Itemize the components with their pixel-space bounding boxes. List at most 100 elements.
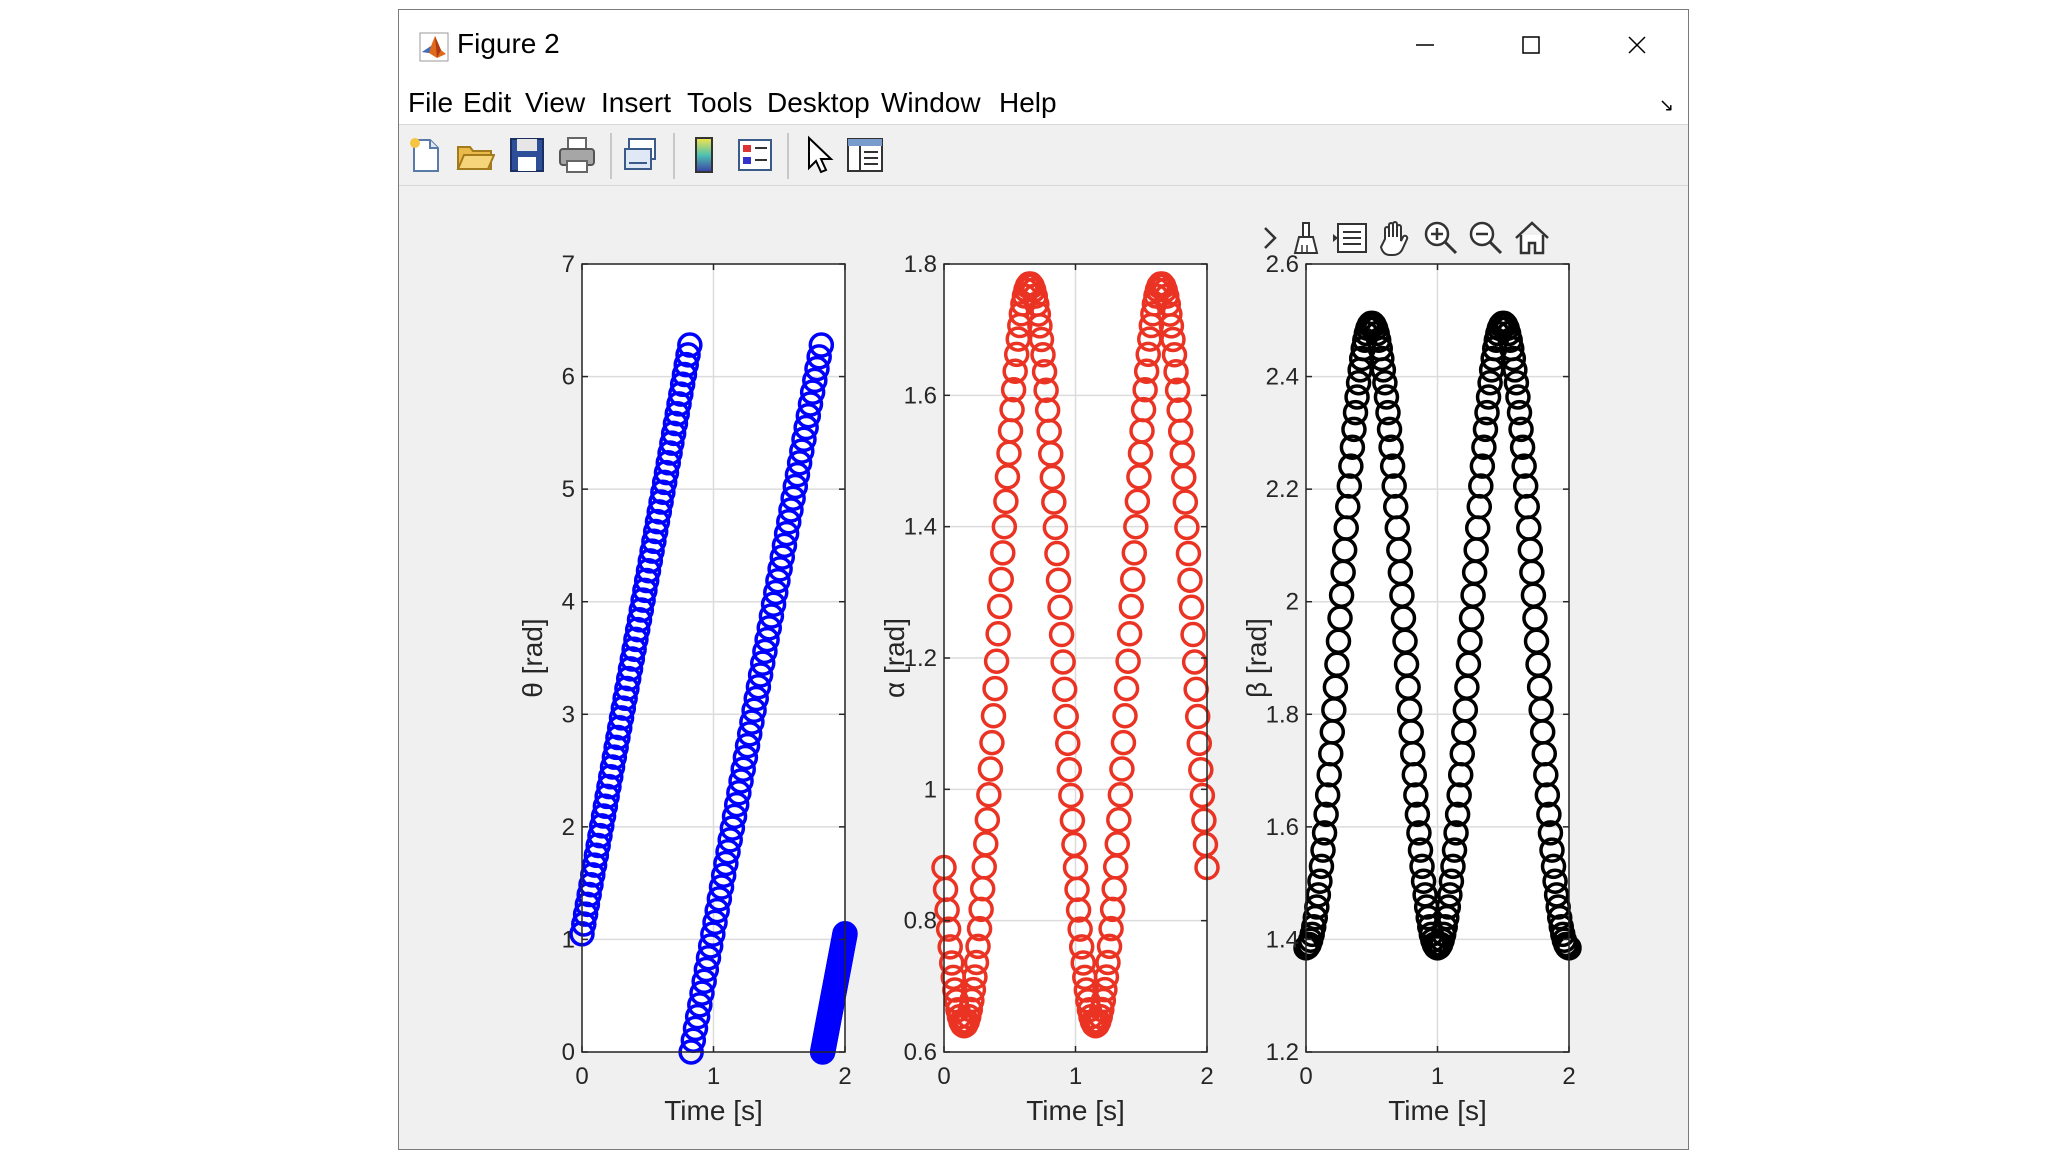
data-marker bbox=[786, 450, 813, 476]
data-marker bbox=[713, 850, 739, 877]
expand-chevron-icon[interactable] bbox=[1251, 219, 1289, 257]
y-tick-label: 1.8 bbox=[1266, 701, 1299, 728]
y-tick-label: 2.6 bbox=[1266, 251, 1299, 278]
data-marker bbox=[1095, 949, 1121, 976]
data-marker bbox=[935, 916, 962, 942]
x-tick-label: 2 bbox=[838, 1063, 851, 1090]
data-marker bbox=[728, 768, 754, 794]
y-tick-label: 0.6 bbox=[904, 1039, 937, 1066]
data-marker bbox=[1133, 358, 1160, 384]
new-figure-icon[interactable] bbox=[405, 135, 445, 175]
data-marker bbox=[1378, 434, 1404, 460]
menu-window[interactable]: Window bbox=[881, 87, 981, 118]
data-marker bbox=[1045, 567, 1072, 593]
pan-hand-icon[interactable] bbox=[1376, 219, 1414, 257]
close-button[interactable] bbox=[1584, 10, 1690, 79]
data-marker bbox=[1160, 326, 1186, 353]
zoom-in-icon[interactable] bbox=[1422, 219, 1460, 257]
open-file-icon[interactable] bbox=[455, 135, 495, 175]
data-marker bbox=[1506, 399, 1533, 426]
data-marker bbox=[1471, 434, 1497, 460]
data-marker bbox=[1500, 345, 1527, 372]
data-marker bbox=[763, 579, 789, 606]
data-marker bbox=[1191, 807, 1217, 834]
data-marker bbox=[1130, 396, 1157, 423]
menu-file[interactable]: File bbox=[408, 87, 454, 118]
x-tick-label: 0 bbox=[1299, 1063, 1312, 1090]
data-tips-icon[interactable] bbox=[1332, 219, 1370, 257]
data-marker bbox=[1508, 416, 1534, 443]
save-icon[interactable] bbox=[507, 135, 547, 175]
data-marker bbox=[1186, 730, 1213, 757]
dock-arrow-icon[interactable]: ↘ bbox=[1658, 95, 1674, 115]
data-marker bbox=[1375, 399, 1401, 426]
data-marker bbox=[1539, 837, 1565, 863]
edit-plot-cursor-icon[interactable] bbox=[799, 135, 839, 175]
data-marker bbox=[808, 332, 835, 358]
data-marker bbox=[1098, 915, 1124, 942]
data-marker bbox=[1469, 453, 1496, 479]
data-marker bbox=[982, 675, 1008, 702]
window-title: Figure 2 bbox=[457, 28, 560, 59]
minimize-button[interactable] bbox=[1372, 10, 1478, 79]
link-plot-icon[interactable] bbox=[621, 135, 661, 175]
zoom-out-icon[interactable] bbox=[1467, 219, 1505, 257]
menu-view[interactable]: View bbox=[525, 87, 586, 118]
data-marker bbox=[1310, 837, 1336, 863]
menu-insert[interactable]: Insert bbox=[601, 87, 672, 118]
data-marker bbox=[736, 721, 763, 747]
data-marker bbox=[689, 980, 715, 1006]
menu-help[interactable]: Help bbox=[999, 87, 1057, 118]
menu-edit[interactable]: Edit bbox=[463, 87, 512, 118]
insert-colorbar-icon[interactable] bbox=[684, 135, 724, 175]
data-marker bbox=[990, 540, 1016, 566]
y-tick-label: 0.8 bbox=[904, 908, 937, 935]
menu-desktop[interactable]: Desktop bbox=[767, 87, 870, 118]
data-marker bbox=[680, 1027, 707, 1053]
data-marker bbox=[702, 909, 728, 936]
data-marker bbox=[1171, 464, 1197, 491]
data-marker bbox=[1537, 820, 1564, 846]
data-marker bbox=[1067, 916, 1093, 942]
data-marker bbox=[797, 391, 824, 417]
home-icon[interactable] bbox=[1513, 219, 1551, 257]
data-marker bbox=[1409, 853, 1435, 880]
data-marker bbox=[1511, 453, 1537, 479]
y-tick-label: 1.4 bbox=[904, 514, 937, 541]
data-marker bbox=[1370, 357, 1397, 383]
x-tick-label: 0 bbox=[575, 1063, 588, 1090]
data-marker bbox=[802, 367, 828, 394]
data-marker bbox=[769, 544, 796, 570]
data-marker bbox=[1124, 488, 1151, 515]
data-marker bbox=[1369, 345, 1395, 372]
menu-tools[interactable]: Tools bbox=[687, 87, 753, 118]
data-marker bbox=[937, 934, 963, 960]
data-marker bbox=[1336, 473, 1363, 499]
maximize-button[interactable] bbox=[1478, 10, 1584, 79]
data-marker bbox=[1441, 837, 1468, 863]
data-marker bbox=[1039, 464, 1066, 491]
toolbar-separator bbox=[787, 133, 789, 179]
brush-icon[interactable] bbox=[1287, 219, 1325, 257]
data-marker bbox=[1373, 384, 1400, 410]
data-marker bbox=[719, 815, 746, 841]
x-tick-label: 1 bbox=[1069, 1063, 1082, 1090]
data-marker bbox=[1181, 649, 1208, 675]
figure-toolbar bbox=[399, 124, 1688, 186]
data-marker bbox=[1158, 313, 1185, 339]
x-axis-label: Time [s] bbox=[664, 1095, 763, 1126]
data-marker bbox=[1068, 934, 1095, 960]
print-icon[interactable] bbox=[557, 135, 597, 175]
property-inspector-icon[interactable] bbox=[845, 135, 885, 175]
data-marker bbox=[1174, 514, 1200, 541]
data-marker bbox=[747, 662, 774, 688]
data-marker bbox=[1123, 513, 1149, 540]
data-marker bbox=[793, 414, 819, 441]
title-bar: Figure 2 bbox=[399, 10, 1688, 79]
data-marker bbox=[675, 342, 701, 368]
data-marker bbox=[717, 827, 743, 853]
data-marker bbox=[1157, 301, 1183, 327]
data-marker bbox=[721, 803, 748, 830]
data-marker bbox=[1372, 370, 1398, 396]
insert-legend-icon[interactable] bbox=[735, 135, 775, 175]
